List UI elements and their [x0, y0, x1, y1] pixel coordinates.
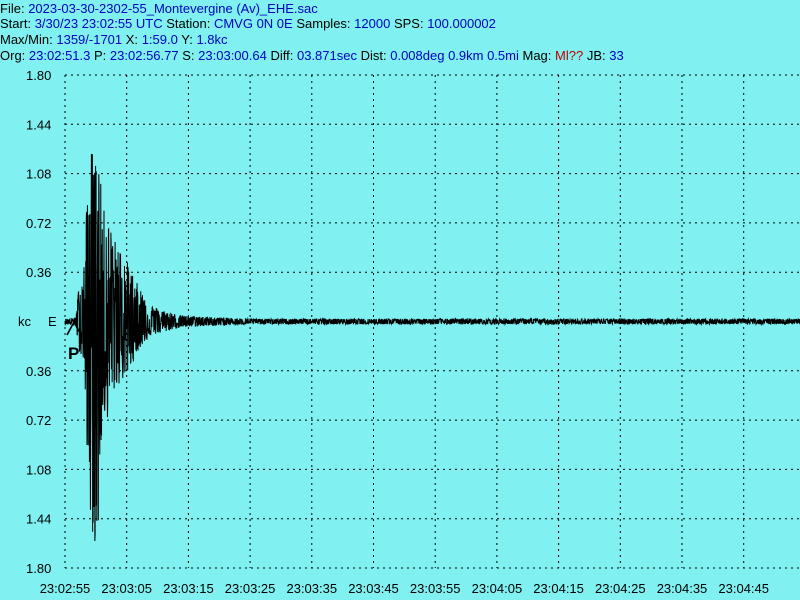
y-tick-label: 0.36	[26, 364, 51, 379]
x-tick-labels: 23:02:55 23:03:05 23:03:15 23:03:25 23:03:35…	[40, 581, 769, 596]
trace-line	[65, 154, 800, 541]
y-tick-label: 1.44	[26, 117, 51, 132]
y-tick-label: 1.80	[26, 561, 51, 576]
x-tick-label: 23:04:45	[718, 581, 769, 596]
y-axis-unit-label: kc	[18, 314, 32, 329]
p-marker-label: P	[68, 344, 79, 363]
x-tick-label: 23:03:05	[101, 581, 152, 596]
x-tick-label: 23:03:15	[163, 581, 214, 596]
x-tick-label: 23:04:25	[595, 581, 646, 596]
x-tick-label: 23:03:35	[286, 581, 337, 596]
channel-label: E	[48, 314, 57, 329]
x-tick-label: 23:03:45	[348, 581, 399, 596]
y-tick-label: 1.80	[26, 68, 51, 83]
y-tick-label: 1.44	[26, 512, 51, 527]
y-tick-label: 0.72	[26, 216, 51, 231]
y-tick-label: 1.08	[26, 167, 51, 182]
x-tick-label: 23:04:15	[533, 581, 584, 596]
x-tick-label: 23:03:25	[225, 581, 276, 596]
y-tick-label: 0.36	[26, 265, 51, 280]
x-tick-label: 23:02:55	[40, 581, 91, 596]
x-tick-label: 23:03:55	[410, 581, 461, 596]
y-tick-label: 0.72	[26, 413, 51, 428]
x-tick-label: 23:04:05	[472, 581, 523, 596]
x-tick-label: 23:04:35	[657, 581, 708, 596]
seismic-trace	[65, 154, 800, 541]
y-tick-label: 1.08	[26, 462, 51, 477]
